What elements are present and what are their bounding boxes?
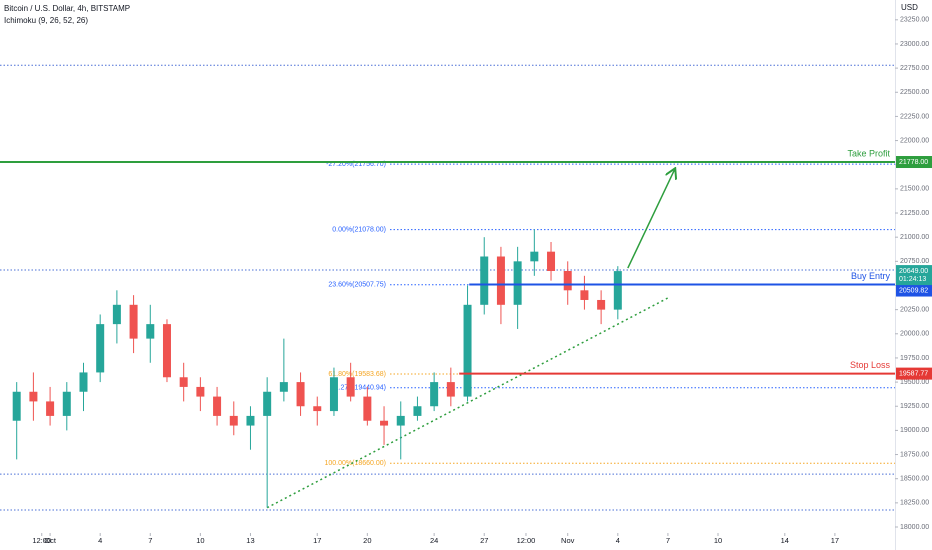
x-tick-label: 20 xyxy=(363,536,371,545)
price-badge-label: 19587.77 xyxy=(899,370,928,377)
candle-body xyxy=(162,324,171,378)
y-tick-label: 19750.00 xyxy=(900,355,929,362)
candle-body xyxy=(213,396,222,416)
x-tick-label: 17 xyxy=(831,536,839,545)
y-tick-label: 22000.00 xyxy=(900,137,929,144)
candle-body xyxy=(196,386,205,397)
y-tick-label: 20250.00 xyxy=(900,306,929,313)
fib-label: 0.00%(21078.00) xyxy=(332,226,386,233)
y-tick-label: 22500.00 xyxy=(900,89,929,96)
candle-body xyxy=(446,382,455,397)
price-badge xyxy=(896,367,932,380)
candle-body xyxy=(480,256,489,305)
x-tick-label: 7 xyxy=(666,536,670,545)
level-name: Stop Loss xyxy=(850,360,891,370)
candle-body xyxy=(46,401,55,416)
x-tick-label: 14 xyxy=(781,536,789,545)
indicator-label: Ichimoku (9, 26, 52, 26) xyxy=(4,16,88,25)
y-tick-label: 22250.00 xyxy=(900,113,929,120)
candle-body xyxy=(563,270,572,291)
candle-body xyxy=(296,382,305,407)
candle-body xyxy=(363,396,372,421)
level-name: Buy Entry xyxy=(851,271,891,281)
current-badge xyxy=(896,265,932,286)
candle-body xyxy=(112,304,121,325)
y-tick-label: 19250.00 xyxy=(900,403,929,410)
x-tick-label: 12:00 xyxy=(517,536,536,545)
x-tick-label: 13 xyxy=(246,536,254,545)
candle-body xyxy=(62,391,71,416)
candle-body xyxy=(430,382,439,407)
y-tick-label: 20750.00 xyxy=(900,258,929,265)
price-badge-label: 21778.00 xyxy=(899,159,928,166)
candle-body xyxy=(29,391,38,402)
candle-body xyxy=(229,415,238,426)
currency-label: USD xyxy=(901,3,918,12)
candle-body xyxy=(329,377,338,412)
x-tick-label: 10 xyxy=(196,536,204,545)
candle-body xyxy=(129,304,138,339)
x-tick-label: Oct xyxy=(44,536,57,545)
y-tick-label: 20000.00 xyxy=(900,331,929,338)
candle-body xyxy=(380,420,389,426)
fib-label: -27.20%(21756.70) xyxy=(326,161,386,168)
x-tick-label: 12:00 xyxy=(32,536,51,545)
chart-title: Bitcoin / U.S. Dollar, 4h, BITSTAMP xyxy=(4,4,130,13)
y-tick-label: 18000.00 xyxy=(900,524,929,531)
y-tick-label: 21500.00 xyxy=(900,186,929,193)
candle-body xyxy=(346,377,355,397)
candle-body xyxy=(530,251,539,262)
x-tick-label: 24 xyxy=(430,536,438,545)
fib-label: 23.60%(20507.75) xyxy=(328,282,386,289)
y-tick-label: 21250.00 xyxy=(900,210,929,217)
candle-body xyxy=(79,372,88,392)
candle-body xyxy=(146,324,155,339)
y-tick-label: 19000.00 xyxy=(900,427,929,434)
candle-body xyxy=(597,299,606,310)
fib-label: 100.00%(18660.00) xyxy=(325,460,387,467)
y-tick-label: 18750.00 xyxy=(900,451,929,458)
y-tick-label: 22750.00 xyxy=(900,65,929,72)
y-tick-label: 19500.00 xyxy=(900,379,929,386)
candle-body xyxy=(246,415,255,426)
x-tick-label: 10 xyxy=(714,536,722,545)
price-badge xyxy=(896,284,932,297)
candle-body xyxy=(613,271,622,310)
candle-body xyxy=(179,377,188,387)
fib-label: 1.272(19440.94) xyxy=(335,385,386,392)
candle-body xyxy=(279,382,288,392)
candle-body xyxy=(580,290,589,300)
countdown-label: 01:24:13 xyxy=(899,276,926,283)
level-name: Take Profit xyxy=(847,148,890,158)
y-tick-label: 18250.00 xyxy=(900,500,929,507)
y-tick-label: 23000.00 xyxy=(900,41,929,48)
price-badge xyxy=(896,156,932,169)
current-price-label: 20649.00 xyxy=(899,268,928,275)
y-tick-label: 18500.00 xyxy=(900,476,929,483)
candle-body xyxy=(96,324,105,373)
candle-body xyxy=(547,251,556,271)
x-tick-label: 7 xyxy=(148,536,152,545)
candle-body xyxy=(513,261,522,305)
candle-body xyxy=(396,415,405,426)
y-tick-label: 21000.00 xyxy=(900,234,929,241)
y-tick-label: 23250.00 xyxy=(900,17,929,24)
candle-body xyxy=(413,406,422,416)
fib-label: 61.80%(19583.68) xyxy=(328,371,386,378)
x-tick-label: 27 xyxy=(480,536,488,545)
candle-body xyxy=(12,391,21,421)
candle-body xyxy=(496,256,505,305)
x-tick-label: Nov xyxy=(561,536,575,545)
projection-arrow xyxy=(627,170,675,269)
x-tick-label: 4 xyxy=(98,536,102,545)
candle-body xyxy=(263,391,272,416)
x-tick-label: 4 xyxy=(616,536,620,545)
trendline xyxy=(266,296,670,509)
x-tick-label: 17 xyxy=(313,536,321,545)
candle-body xyxy=(463,304,472,397)
price-badge-label: 20509.82 xyxy=(899,287,928,294)
candle-body xyxy=(313,406,322,412)
